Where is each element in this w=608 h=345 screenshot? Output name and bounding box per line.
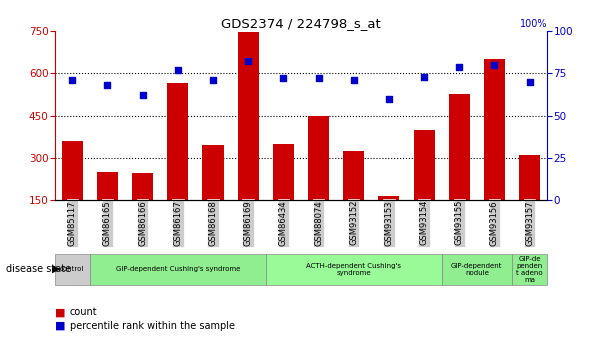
Bar: [308, 116, 329, 242]
Text: percentile rank within the sample: percentile rank within the sample: [70, 321, 235, 331]
Text: GSM93152: GSM93152: [349, 200, 358, 246]
Title: GDS2374 / 224798_s_at: GDS2374 / 224798_s_at: [221, 17, 381, 30]
Bar: [132, 173, 153, 242]
Point: [454, 64, 464, 69]
Bar: [273, 144, 294, 242]
Point: [525, 79, 534, 85]
Point: [278, 76, 288, 81]
Point: [419, 74, 429, 79]
Bar: [519, 155, 540, 242]
Point: [208, 77, 218, 83]
Text: control: control: [60, 266, 85, 272]
Point: [314, 76, 323, 81]
Text: GIP-dependent Cushing's syndrome: GIP-dependent Cushing's syndrome: [116, 266, 240, 272]
Point: [138, 92, 148, 98]
Point: [349, 77, 359, 83]
Bar: [449, 93, 470, 242]
Point: [489, 62, 499, 68]
Text: ▶: ▶: [52, 264, 60, 274]
Bar: [343, 151, 364, 242]
Point: [243, 59, 253, 64]
Bar: [484, 59, 505, 242]
Bar: [413, 130, 435, 242]
Point: [384, 96, 394, 101]
Text: ■: ■: [55, 307, 65, 317]
Text: GSM85117: GSM85117: [68, 200, 77, 246]
Text: GIP-de
penden
t adeno
ma: GIP-de penden t adeno ma: [516, 256, 543, 283]
Text: GSM86167: GSM86167: [173, 200, 182, 246]
Text: disease state: disease state: [6, 264, 71, 274]
Text: GSM93157: GSM93157: [525, 200, 534, 246]
Bar: [378, 196, 399, 242]
Text: GSM93153: GSM93153: [384, 200, 393, 246]
Point: [173, 67, 182, 73]
Text: GSM86168: GSM86168: [209, 200, 218, 246]
Text: count: count: [70, 307, 97, 317]
Text: GIP-dependent
nodule: GIP-dependent nodule: [451, 263, 503, 276]
Text: GSM86434: GSM86434: [279, 200, 288, 246]
Text: GSM88074: GSM88074: [314, 200, 323, 246]
Text: 100%: 100%: [520, 19, 547, 29]
Text: ■: ■: [55, 321, 65, 331]
Text: GSM93154: GSM93154: [420, 200, 429, 246]
Text: GSM93156: GSM93156: [490, 200, 499, 246]
Text: GSM86169: GSM86169: [244, 200, 253, 246]
Point: [103, 82, 112, 88]
Text: ACTH-dependent Cushing's
syndrome: ACTH-dependent Cushing's syndrome: [306, 263, 401, 276]
Bar: [238, 32, 259, 242]
Text: GSM86166: GSM86166: [138, 200, 147, 246]
Text: GSM86165: GSM86165: [103, 200, 112, 246]
Point: [67, 77, 77, 83]
Text: GSM93155: GSM93155: [455, 200, 464, 246]
Bar: [167, 83, 188, 242]
Bar: [97, 172, 118, 242]
Bar: [202, 145, 224, 242]
Bar: [62, 141, 83, 242]
